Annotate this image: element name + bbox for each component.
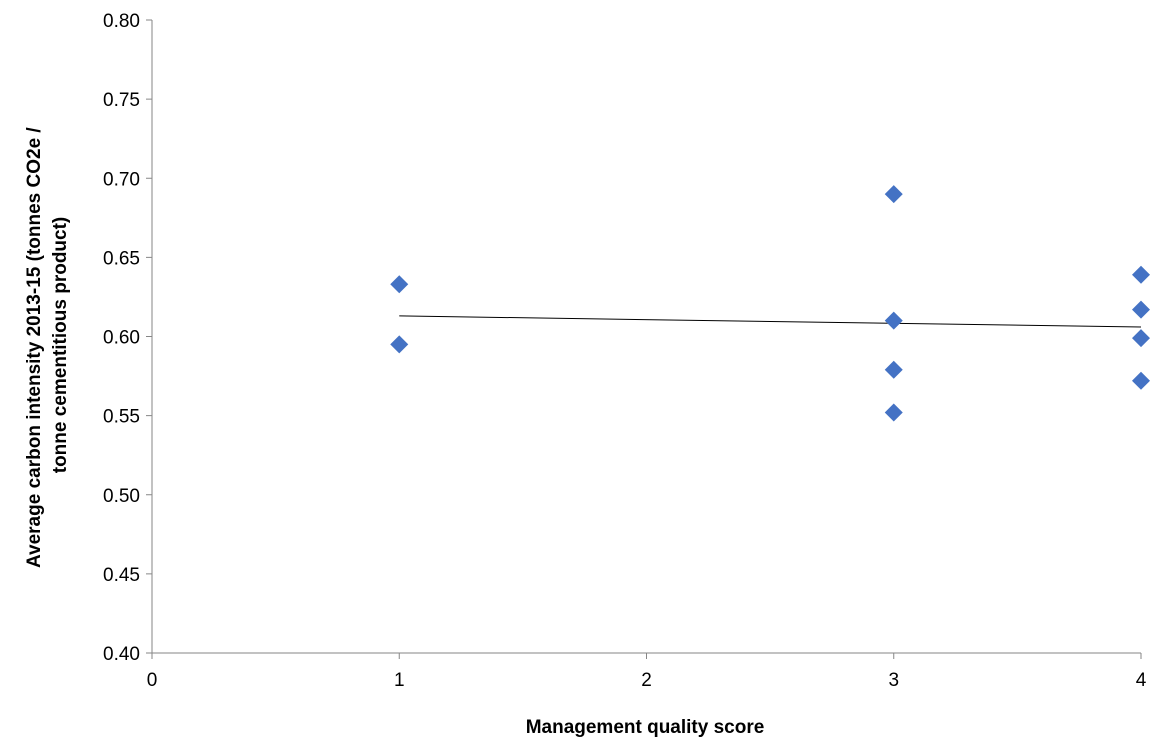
data-point <box>390 275 409 294</box>
y-tick-label: 0.40 <box>103 644 140 665</box>
y-axis-title-line-2: tonne cementitious product) <box>50 217 71 474</box>
y-tick-label: 0.60 <box>103 328 140 349</box>
y-tick-label: 0.70 <box>103 169 140 190</box>
data-point <box>1132 329 1150 348</box>
y-axis: 0.40 0.45 0.50 0.55 0.60 0.65 0.70 0.75 0.80 <box>103 11 153 665</box>
x-tick-label: 4 <box>1136 670 1147 691</box>
data-point <box>884 311 903 330</box>
y-tick-label: 0.45 <box>103 565 140 586</box>
y-tick-label: 0.65 <box>103 248 140 269</box>
data-points <box>390 185 1150 422</box>
trendline <box>399 315 1142 328</box>
y-axis-title-line-1: Average carbon intensity 2013-15 (tonnes… <box>24 127 45 568</box>
y-axis-title: Average carbon intensity 2013-15 (tonnes… <box>24 122 71 568</box>
data-point <box>390 335 409 354</box>
y-tick-label: 0.75 <box>103 90 140 111</box>
x-tick-label: 3 <box>888 670 899 691</box>
x-tick-label: 2 <box>641 670 652 691</box>
data-point <box>884 403 903 422</box>
x-axis-title: Management quality score <box>526 717 765 738</box>
x-tick-label: 0 <box>147 670 158 691</box>
data-point <box>1132 300 1150 319</box>
y-tick-label: 0.80 <box>103 11 140 32</box>
data-point <box>1132 371 1150 390</box>
y-tick-label: 0.50 <box>103 486 140 507</box>
trendline-group <box>399 315 1142 328</box>
data-point <box>1132 265 1150 284</box>
y-tick-label: 0.55 <box>103 407 140 428</box>
data-point <box>884 185 903 204</box>
x-axis: 0 1 2 3 4 <box>147 652 1147 691</box>
data-point <box>884 360 903 379</box>
x-tick-label: 1 <box>394 670 405 691</box>
